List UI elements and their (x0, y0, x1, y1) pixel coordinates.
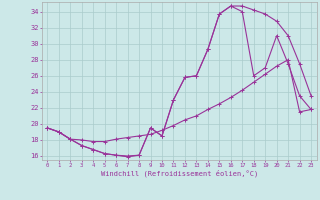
X-axis label: Windchill (Refroidissement éolien,°C): Windchill (Refroidissement éolien,°C) (100, 169, 258, 177)
